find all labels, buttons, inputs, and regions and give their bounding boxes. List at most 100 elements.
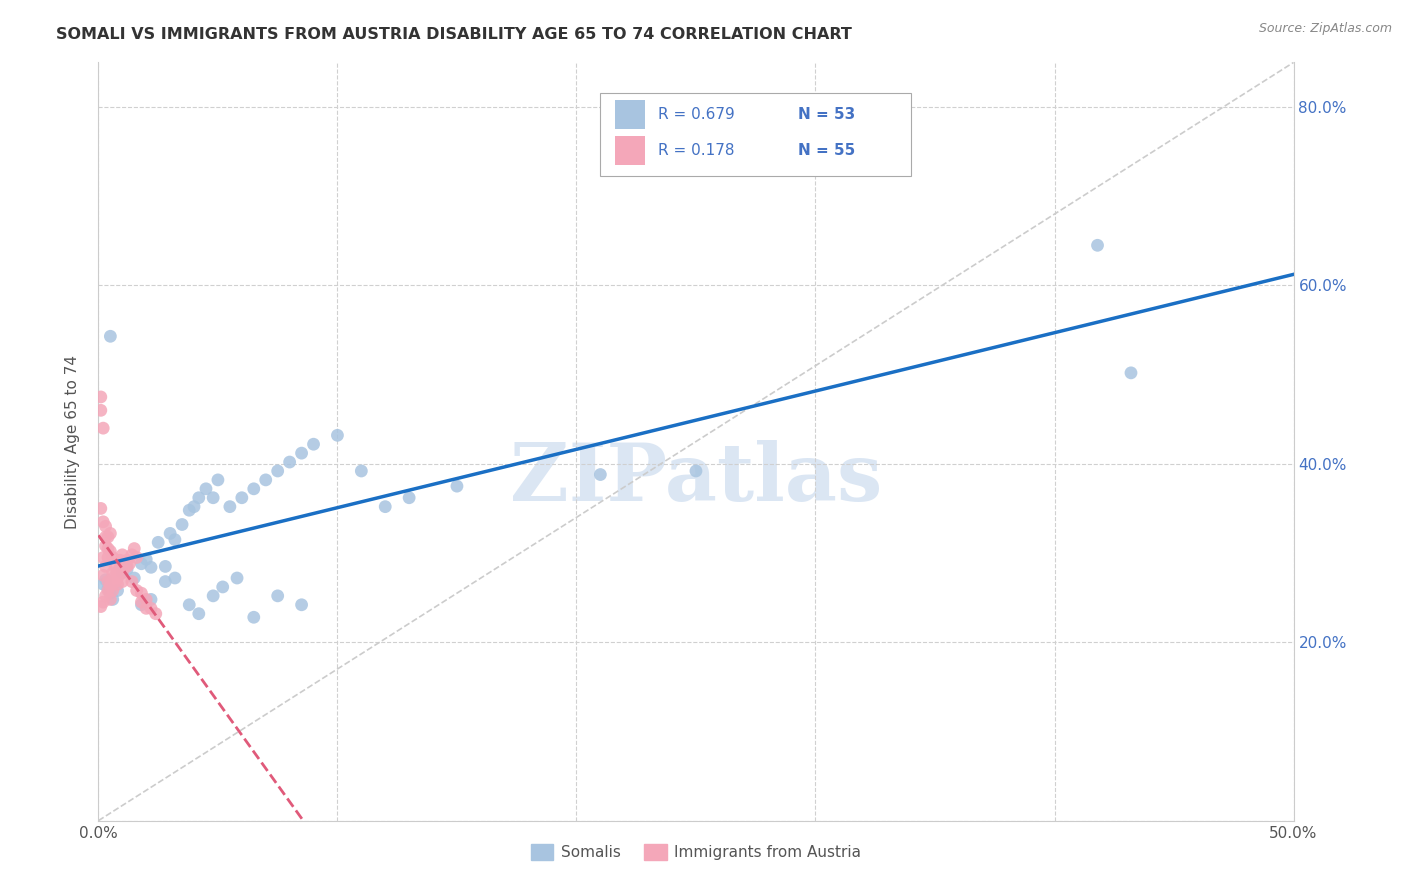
- Point: [101, 592, 124, 607]
- Point: [155, 559, 177, 574]
- Point: [98, 526, 122, 541]
- Point: [118, 557, 141, 571]
- Text: N = 55: N = 55: [797, 143, 855, 158]
- Point: [326, 428, 349, 442]
- Point: [107, 583, 129, 598]
- Point: [101, 574, 124, 589]
- Point: [111, 548, 134, 562]
- Point: [104, 574, 127, 589]
- Point: [90, 501, 112, 516]
- FancyBboxPatch shape: [600, 93, 911, 177]
- Point: [211, 580, 233, 594]
- Point: [135, 592, 157, 607]
- Point: [91, 421, 114, 435]
- Point: [107, 566, 129, 580]
- Text: N = 53: N = 53: [797, 107, 855, 122]
- Point: [267, 589, 290, 603]
- Point: [183, 500, 205, 514]
- Point: [114, 559, 136, 574]
- Point: [124, 541, 146, 556]
- Point: [101, 583, 124, 598]
- Legend: Somalis, Immigrants from Austria: Somalis, Immigrants from Austria: [524, 838, 868, 866]
- Point: [98, 592, 122, 607]
- Point: [90, 390, 112, 404]
- Point: [94, 573, 117, 587]
- Point: [685, 464, 707, 478]
- Point: [159, 526, 181, 541]
- Point: [155, 574, 177, 589]
- Point: [98, 586, 122, 600]
- Point: [226, 571, 249, 585]
- Point: [111, 566, 134, 580]
- Point: [101, 550, 124, 565]
- Point: [374, 500, 396, 514]
- Text: R = 0.178: R = 0.178: [658, 143, 734, 158]
- Point: [91, 515, 114, 529]
- Point: [131, 598, 153, 612]
- Point: [94, 519, 117, 533]
- Point: [98, 544, 122, 558]
- Point: [125, 550, 148, 565]
- Point: [1119, 366, 1142, 380]
- Point: [589, 467, 612, 482]
- Point: [195, 482, 218, 496]
- Point: [172, 517, 194, 532]
- Point: [187, 607, 209, 621]
- Point: [231, 491, 253, 505]
- Text: ZIPatlas: ZIPatlas: [510, 441, 882, 518]
- Point: [97, 583, 120, 598]
- Point: [187, 491, 209, 505]
- Point: [97, 550, 120, 565]
- Point: [104, 568, 127, 582]
- Point: [108, 557, 131, 571]
- Point: [131, 586, 153, 600]
- Point: [1087, 238, 1109, 252]
- Point: [302, 437, 325, 451]
- Point: [94, 539, 117, 553]
- FancyBboxPatch shape: [614, 136, 644, 165]
- Point: [115, 553, 138, 567]
- Point: [90, 599, 112, 614]
- Point: [139, 560, 162, 574]
- Point: [115, 562, 138, 576]
- Point: [278, 455, 301, 469]
- Point: [179, 598, 201, 612]
- Point: [135, 552, 157, 566]
- Point: [98, 329, 122, 343]
- Point: [121, 574, 143, 589]
- Point: [207, 473, 229, 487]
- Point: [94, 530, 117, 544]
- Point: [121, 548, 143, 562]
- Point: [163, 533, 186, 547]
- Point: [115, 559, 138, 574]
- Point: [267, 464, 290, 478]
- Point: [125, 583, 148, 598]
- Point: [202, 589, 225, 603]
- Point: [163, 571, 186, 585]
- Text: R = 0.679: R = 0.679: [658, 107, 734, 122]
- Point: [350, 464, 373, 478]
- Point: [291, 446, 314, 460]
- Point: [202, 491, 225, 505]
- Point: [97, 530, 120, 544]
- Point: [145, 607, 167, 621]
- Point: [107, 571, 129, 585]
- Point: [291, 598, 314, 612]
- Text: Source: ZipAtlas.com: Source: ZipAtlas.com: [1258, 22, 1392, 36]
- Point: [97, 582, 120, 596]
- Y-axis label: Disability Age 65 to 74: Disability Age 65 to 74: [65, 354, 80, 529]
- Point: [139, 592, 162, 607]
- FancyBboxPatch shape: [614, 101, 644, 129]
- Point: [243, 482, 266, 496]
- Point: [148, 535, 170, 549]
- Point: [97, 574, 120, 589]
- Point: [98, 579, 122, 593]
- Point: [135, 601, 157, 615]
- Point: [398, 491, 420, 505]
- Point: [111, 574, 134, 589]
- Point: [90, 403, 112, 417]
- Point: [219, 500, 242, 514]
- Point: [108, 553, 131, 567]
- Point: [139, 601, 162, 615]
- Point: [97, 541, 120, 556]
